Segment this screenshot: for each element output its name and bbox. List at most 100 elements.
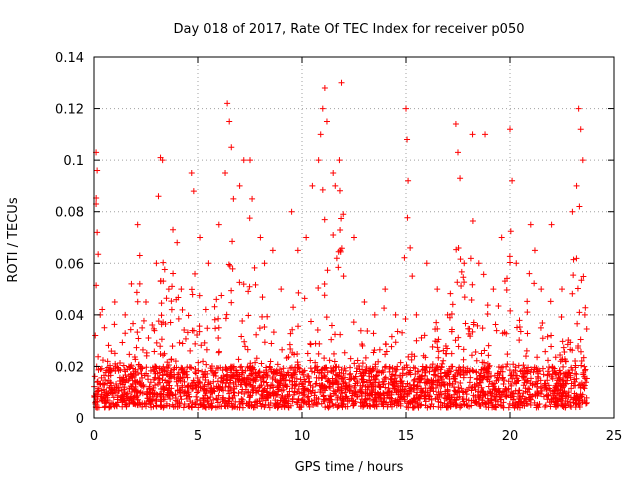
data-point [256,397,263,404]
data-point [240,281,247,288]
data-point [331,358,338,365]
data-point [146,386,153,393]
data-point [344,403,351,410]
data-point [486,378,493,385]
data-point [110,394,117,401]
data-point [475,260,482,267]
data-point [205,260,212,267]
data-point [236,279,243,286]
x-tick-label: 5 [194,429,202,444]
data-point [207,365,214,372]
data-point [140,317,147,324]
data-point [178,364,185,371]
data-point [327,396,334,403]
data-point [185,402,192,409]
data-point [136,280,143,287]
data-point [542,382,549,389]
data-point [386,395,393,402]
data-point [330,232,337,239]
data-point [202,306,209,313]
data-point [583,394,590,401]
data-point [281,403,288,410]
data-point [314,326,321,333]
data-point [418,373,425,380]
data-point [332,364,339,371]
data-point [470,319,477,326]
data-point [382,286,389,293]
data-point [272,376,279,383]
data-point [120,362,127,369]
data-point [128,373,135,380]
data-point [237,364,244,371]
data-point [347,370,354,377]
data-point [118,396,125,403]
data-point [526,386,533,393]
data-point [313,394,320,401]
data-point [516,404,523,411]
data-point [102,377,109,384]
data-point [493,327,500,334]
data-point [283,354,290,361]
data-point [168,356,175,363]
data-point [477,389,484,396]
data-point [146,397,153,404]
data-point [307,365,314,372]
data-point [158,300,165,307]
data-point [177,393,184,400]
data-point [188,170,195,177]
y-tick-label: 0 [76,412,84,427]
data-point [238,363,245,370]
data-point [293,381,300,388]
data-point [295,395,302,402]
data-point [458,282,465,289]
data-point [429,385,436,392]
data-point [203,361,210,368]
data-point [226,262,233,269]
data-point [273,401,280,408]
data-point [579,157,586,164]
data-point [321,292,328,299]
data-point [174,239,181,246]
data-point [280,386,287,393]
data-point [516,317,523,324]
data-point [366,396,373,403]
data-point [473,357,480,364]
data-point [325,404,332,411]
data-point [104,358,111,365]
data-point [99,306,106,313]
data-point [134,221,141,228]
data-point [244,364,251,371]
data-point [383,341,390,348]
data-point [358,386,365,393]
data-point [490,403,497,410]
data-point [358,341,365,348]
data-point [305,398,312,405]
data-point [122,378,129,385]
data-point [523,367,530,374]
data-point [560,380,567,387]
data-point [380,389,387,396]
data-point [568,394,575,401]
data-point [381,394,388,401]
data-point [488,399,495,406]
data-point [560,402,567,409]
data-point [321,396,328,403]
data-point [249,365,256,372]
data-point [497,402,504,409]
data-point [313,380,320,387]
data-point [215,334,222,341]
y-tick-label: 0.12 [55,103,84,118]
data-point [517,328,524,335]
data-point [545,368,552,375]
data-point [372,389,379,396]
data-point [290,304,297,311]
data-point [213,395,220,402]
data-point [528,366,535,373]
data-point [371,347,378,354]
data-point [540,393,547,400]
data-point [580,273,587,280]
data-point [105,342,112,349]
data-point [251,264,258,271]
data-point [544,333,551,340]
data-point [318,400,325,407]
